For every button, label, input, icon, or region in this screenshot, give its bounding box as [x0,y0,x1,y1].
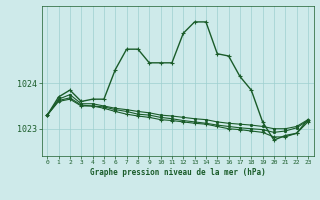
X-axis label: Graphe pression niveau de la mer (hPa): Graphe pression niveau de la mer (hPa) [90,168,266,177]
